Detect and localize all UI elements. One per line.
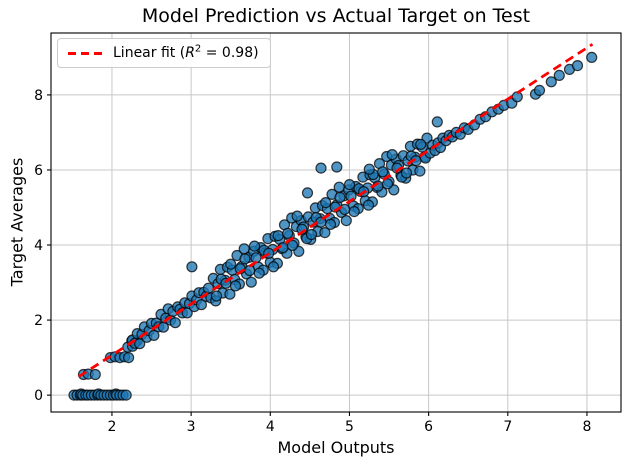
x-tick-label: 6 xyxy=(424,419,433,435)
scatter-point xyxy=(195,299,207,311)
scatter-point xyxy=(224,288,236,300)
y-tick-label: 0 xyxy=(34,388,43,404)
scatter-point xyxy=(431,116,443,128)
legend-dash xyxy=(94,51,102,55)
scatter-point xyxy=(315,162,327,174)
chart-title: Model Prediction vs Actual Target on Tes… xyxy=(141,5,531,27)
scatter-point xyxy=(348,206,360,218)
scatter-point xyxy=(381,178,394,190)
scatter-point xyxy=(89,368,101,381)
scatter-point xyxy=(363,163,375,175)
scatter-point xyxy=(386,149,398,161)
scatter-point xyxy=(282,227,294,239)
x-tick-label: 8 xyxy=(582,419,591,435)
x-tick-label: 4 xyxy=(266,419,275,435)
x-tick-label: 5 xyxy=(345,419,354,435)
legend-label-var: R xyxy=(185,45,195,61)
scatter-point xyxy=(229,280,242,292)
y-tick-label: 2 xyxy=(34,313,43,329)
scatter-point xyxy=(248,240,261,252)
scatter-point xyxy=(253,267,265,279)
legend-label-sup: 2 xyxy=(194,43,202,55)
legend-dash xyxy=(81,51,89,55)
plot-border xyxy=(50,32,622,413)
legend-label-suffix: = 0.98) xyxy=(201,45,259,61)
scatter-point xyxy=(301,187,314,199)
legend: Linear fit (R2 = 0.98) xyxy=(57,38,271,68)
scatter-point xyxy=(148,329,160,341)
scatter-point xyxy=(331,161,343,173)
scatter-point xyxy=(272,230,284,242)
scatter-point xyxy=(202,282,215,294)
scatter-point xyxy=(343,179,356,191)
scatter-point xyxy=(245,276,257,288)
scatter-point xyxy=(186,261,198,273)
scatter-point xyxy=(414,165,426,177)
scatter-point xyxy=(545,76,557,88)
scatter-point xyxy=(319,227,331,239)
y-axis-label: Target Averages xyxy=(7,157,27,287)
x-tick-label: 2 xyxy=(107,419,116,435)
scatter-point xyxy=(123,352,135,364)
x-tick-label: 7 xyxy=(503,419,512,435)
fit-line xyxy=(77,43,594,378)
scatter-point xyxy=(305,228,318,241)
scatter-point xyxy=(267,261,280,273)
scatter-point xyxy=(120,389,132,401)
scatter-point xyxy=(571,59,584,72)
scatter-point xyxy=(210,290,223,302)
legend-dash-sample-icon xyxy=(68,51,102,55)
scatter-point xyxy=(225,258,237,270)
scatter-point xyxy=(291,210,303,222)
scatter-point xyxy=(320,197,332,209)
scatter-point xyxy=(362,199,375,211)
scatter-point xyxy=(415,138,427,150)
scatter-point xyxy=(340,215,352,227)
scatter-point xyxy=(377,166,389,178)
scatter-point xyxy=(586,51,598,64)
scatter-point xyxy=(553,69,565,82)
legend-dash xyxy=(68,51,76,55)
y-tick-label: 4 xyxy=(34,238,43,254)
scatter-point xyxy=(324,218,337,230)
y-tick-label: 8 xyxy=(34,88,43,104)
x-axis-label: Model Outputs xyxy=(277,438,395,457)
scatter-point xyxy=(400,167,413,179)
scatter-point xyxy=(334,191,346,203)
scatter-point xyxy=(533,84,546,97)
x-tick-label: 3 xyxy=(187,419,196,435)
y-tick-label: 6 xyxy=(34,163,43,179)
scatter-point xyxy=(169,317,181,329)
scatter-point xyxy=(286,239,299,251)
scatter-point xyxy=(239,253,251,265)
legend-label-prefix: Linear fit ( xyxy=(113,45,186,61)
legend-label: Linear fit (R2 = 0.98) xyxy=(113,43,259,61)
